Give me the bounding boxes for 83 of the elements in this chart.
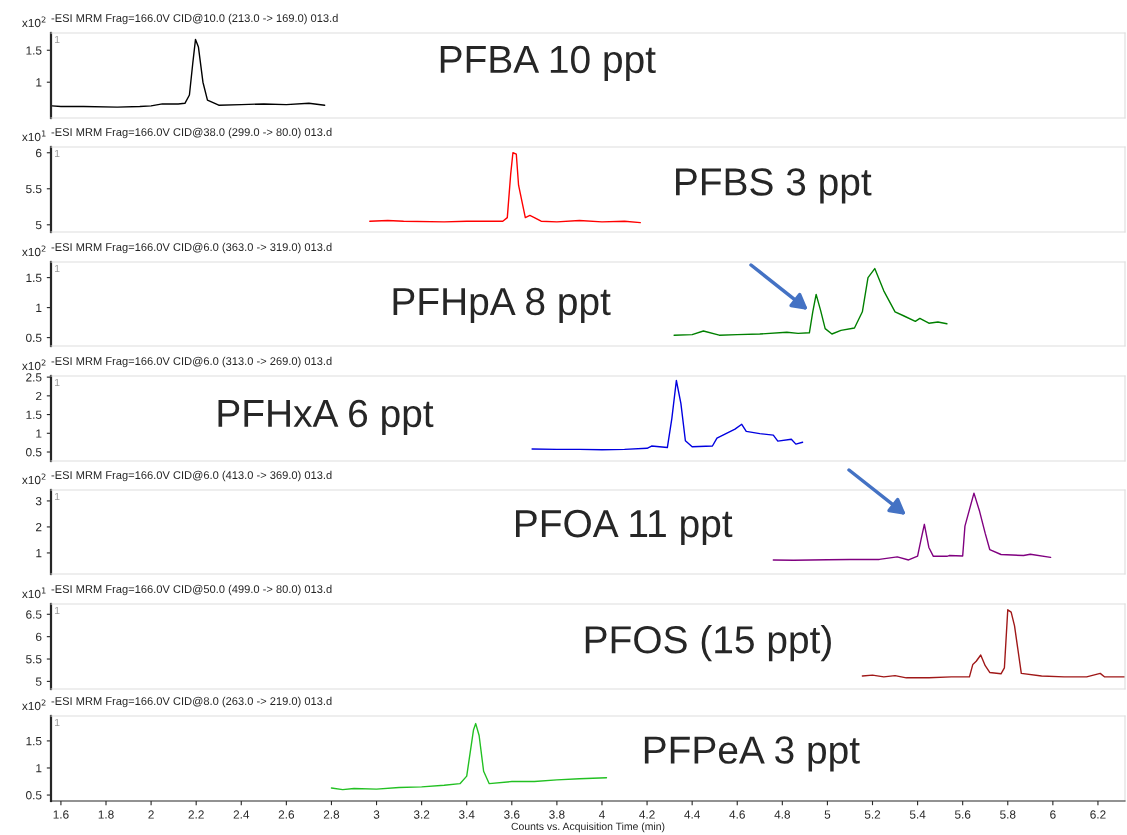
x-tick-label: 2.2 <box>188 810 204 819</box>
x-tick-label: 4.6 <box>729 810 745 819</box>
y-axis-title: x10$^{1}$ <box>22 130 46 142</box>
y-tick-label: 6 <box>36 148 42 158</box>
annotation: 1 <box>55 492 60 501</box>
line-series <box>369 152 641 224</box>
x-tick-label: 5.8 <box>1000 810 1016 819</box>
line-series <box>531 379 804 451</box>
annotation: 1 <box>55 264 60 273</box>
chart-title: -ESI MRM Frag=166.0V CID@6.0 (363.0 -> 319.0) 013.d <box>51 242 332 254</box>
y-tick-label: 1.5 <box>26 737 42 746</box>
x-tick-label: 5.4 <box>909 810 926 819</box>
y-tick-label: 6.5 <box>26 610 42 619</box>
y-tick-label: 0.5 <box>26 791 42 800</box>
x-tick-label: 3.6 <box>504 810 520 819</box>
chart-title: -ESI MRM Frag=166.0V CID@6.0 (313.0 -> 269.0) 013.d <box>51 356 332 368</box>
y-tick-label: 1.5 <box>26 273 42 282</box>
annotation: PFOA 11 ppt <box>516 509 733 546</box>
y-tick-label: 2 <box>36 522 42 532</box>
y-axis-title: x10$^{2}$ <box>22 359 46 371</box>
x-tick-label: 3.8 <box>549 810 565 819</box>
y-axis-title: x10$^{1}$ <box>22 587 46 599</box>
annotation: PFBA 10 ppt <box>440 45 656 81</box>
x-tick-label: 1.8 <box>98 810 114 819</box>
y-tick-label: 5.5 <box>26 184 42 194</box>
x-tick-label: 3.4 <box>458 810 475 819</box>
y-axis-title: x10$^{2}$ <box>22 473 46 485</box>
annotation: PFOS (15 ppt) <box>585 624 831 662</box>
y-tick-label: 1.5 <box>26 46 42 55</box>
annotation: 1 <box>55 606 60 615</box>
line-series <box>51 38 326 108</box>
chart-title: -ESI MRM Frag=166.0V CID@6.0 (413.0 -> 369.0) 013.d <box>51 470 332 482</box>
x-tick-label: 3 <box>373 810 380 819</box>
x-tick-label: 6 <box>1050 810 1056 819</box>
x-axis-title: Counts vs. Acquisition Time (min) <box>511 822 665 833</box>
x-tick-label: 5 <box>824 810 831 819</box>
chart-title: -ESI MRM Frag=166.0V CID@10.0 (213.0 -> 169.0) 013.d <box>51 13 338 25</box>
annotation: 1 <box>55 149 60 158</box>
annotation: PFHpA 8 ppt <box>393 287 611 323</box>
x-tick-label: 5.6 <box>954 810 971 819</box>
line-series <box>330 722 608 791</box>
x-tick-label: 5.2 <box>864 810 881 819</box>
y-tick-label: 5 <box>35 677 42 686</box>
annotation: PFHxA 6 ppt <box>218 399 434 435</box>
x-tick-label: 2.8 <box>323 810 340 819</box>
chart-title: -ESI MRM Frag=166.0V CID@50.0 (499.0 -> 80.0) 013.d <box>51 584 332 596</box>
x-tick-label: 2 <box>148 810 154 819</box>
y-tick-label: 2.5 <box>26 373 42 382</box>
x-tick-label: 4.8 <box>774 810 791 819</box>
line-series <box>772 492 1052 561</box>
annotation: 1 <box>55 718 60 727</box>
annotation: PFBS 3 ppt <box>676 168 872 204</box>
y-tick-label: 1 <box>36 549 42 558</box>
y-tick-label: 1 <box>36 78 42 87</box>
y-tick-label: 1 <box>36 429 42 438</box>
line-series <box>673 267 948 336</box>
x-tick-label: 2.4 <box>233 810 250 819</box>
y-tick-label: 0.5 <box>26 333 42 342</box>
chart-title: -ESI MRM Frag=166.0V CID@8.0 (263.0 -> 219.0) 013.d <box>51 696 332 708</box>
y-tick-label: 0.5 <box>26 448 42 457</box>
annotation: PFPeA 3 ppt <box>644 736 860 772</box>
x-tick-label: 2.6 <box>278 810 295 819</box>
x-tick-label: 1.6 <box>53 810 69 819</box>
y-axis-title: x10$^{2}$ <box>22 245 46 257</box>
x-tick-label: 4.2 <box>639 810 655 819</box>
annotation: 1 <box>55 378 60 387</box>
y-tick-label: 5.5 <box>26 655 42 664</box>
y-tick-label: 2 <box>36 391 42 401</box>
chart-title: -ESI MRM Frag=166.0V CID@38.0 (299.0 -> 80.0) 013.d <box>51 127 332 139</box>
y-axis-title: x10$^{2}$ <box>22 16 46 28</box>
y-tick-label: 1 <box>36 303 42 312</box>
y-tick-label: 6 <box>36 632 42 642</box>
x-tick-label: 4 <box>598 810 605 819</box>
x-tick-label: 6.2 <box>1090 810 1106 819</box>
y-tick-label: 3 <box>35 496 42 506</box>
line-series <box>861 609 1125 679</box>
annotation: 1 <box>55 35 60 44</box>
y-tick-label: 5 <box>35 220 42 230</box>
x-tick-label: 3.2 <box>413 810 430 819</box>
x-tick-label: 4.4 <box>684 810 701 819</box>
y-tick-label: 1.5 <box>26 410 42 419</box>
y-axis-title: x10$^{2}$ <box>22 699 46 711</box>
y-tick-label: 1 <box>36 764 42 773</box>
